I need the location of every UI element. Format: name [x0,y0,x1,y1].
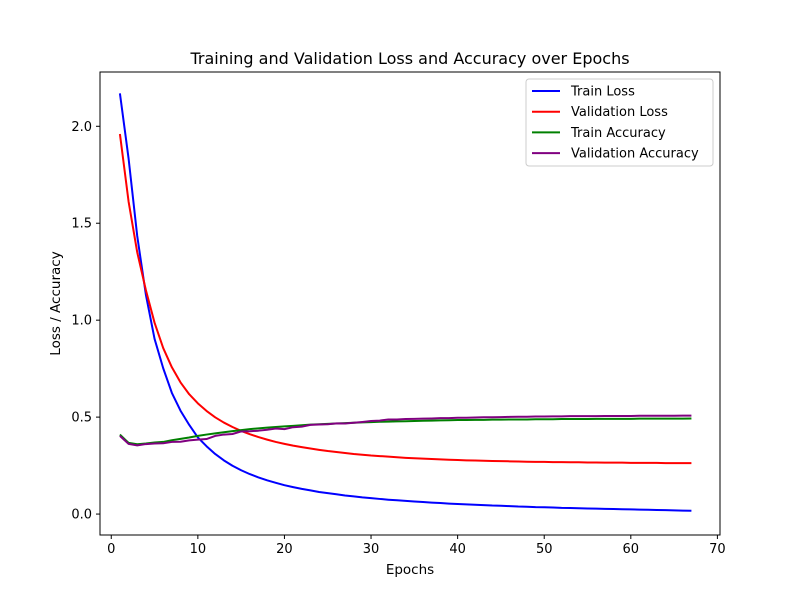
chart-title: Training and Validation Loss and Accurac… [189,49,629,68]
legend: Train Loss Validation Loss Train Accuracy V… [525,78,714,167]
x-axis-label: Epochs [386,562,434,578]
x-tick-label: 20 [276,542,293,557]
legend-label-validation-accuracy: Validation Accuracy [571,147,699,162]
y-tick-label: 0.0 [71,508,92,523]
x-tick-label: 70 [709,542,726,557]
y-tick-label: 1.5 [71,217,92,232]
series-line-train-loss [118,93,692,512]
y-axis-label: Loss / Accuracy [48,251,64,355]
x-tick-label: 10 [190,542,207,557]
plot-frame [99,71,721,536]
series-line-validation-loss [118,133,692,465]
series-line-validation-accuracy [119,414,692,447]
y-axis-ticks: 0.0 0.5 1.0 1.5 2.0 [71,120,100,523]
x-axis-ticks: 0 10 20 30 40 50 60 70 [107,535,726,557]
series-layer [118,93,692,512]
legend-box [525,78,714,167]
legend-label-train-loss: Train Loss [570,85,635,100]
legend-label-validation-loss: Validation Loss [571,105,668,120]
series-line-train-accuracy [119,417,692,446]
x-tick-label: 60 [623,542,640,557]
x-tick-label: 0 [107,542,115,557]
x-tick-label: 40 [449,542,466,557]
y-tick-label: 0.5 [71,411,92,426]
x-tick-label: 50 [536,542,553,557]
legend-label-train-accuracy: Train Accuracy [570,126,666,141]
y-tick-label: 1.0 [71,314,92,329]
x-tick-label: 30 [363,542,380,557]
y-tick-label: 2.0 [71,120,92,135]
